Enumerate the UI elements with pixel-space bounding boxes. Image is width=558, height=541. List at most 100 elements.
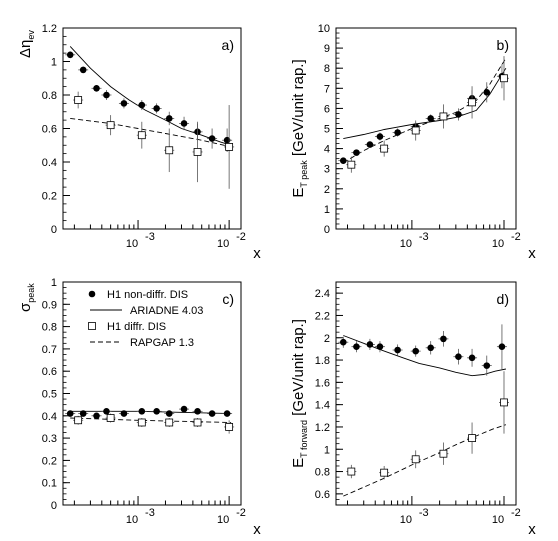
y-tick-label: 6 bbox=[324, 103, 330, 115]
y-tick-label: 0.6 bbox=[315, 489, 330, 501]
y-axis-label: Δηev bbox=[17, 30, 36, 58]
y-tick-label: 1.4 bbox=[315, 400, 330, 412]
diffr-point bbox=[137, 131, 146, 140]
non-diffr-point bbox=[120, 410, 128, 417]
x-tick-label: 10 bbox=[217, 514, 229, 526]
y-tick-label: 1.6 bbox=[315, 377, 330, 389]
panel-a: 0 0.2 0.4 0.6 0.8 1 1.2 10 -3 10 -2 x a) Δηev bbox=[17, 23, 261, 262]
non-diffr-point bbox=[153, 105, 160, 112]
non-diffr-point bbox=[93, 412, 100, 420]
panel-frame bbox=[62, 27, 242, 230]
legend-label: H1 non-diffr. DIS bbox=[107, 289, 188, 301]
y-tick-label: 1 bbox=[51, 277, 57, 289]
y-tick-label: 0 bbox=[324, 224, 330, 236]
y-tick-label: 0.6 bbox=[42, 366, 57, 378]
x-tick-exponent: -3 bbox=[419, 231, 429, 243]
ariadne-curve bbox=[70, 410, 232, 415]
y-axis-label-sub: ev bbox=[26, 30, 36, 40]
y-tick-label: 1.8 bbox=[315, 355, 330, 367]
panel-label: d) bbox=[497, 291, 509, 307]
y-axis-label-main: E bbox=[290, 458, 307, 468]
non-diffr-point bbox=[353, 343, 360, 350]
y-axis-label: σpeak bbox=[17, 283, 36, 312]
diffr-point bbox=[74, 416, 83, 425]
non-diffr-point bbox=[165, 410, 173, 417]
diffr-point bbox=[500, 74, 508, 83]
y-tick-label: 10 bbox=[318, 23, 330, 35]
diffr-point bbox=[165, 418, 174, 427]
y-axis-label: ET forward [GeV/unit rap.] bbox=[290, 319, 309, 468]
non-diffr-point bbox=[66, 51, 74, 59]
diffr-point bbox=[74, 96, 83, 104]
non-diffr-point bbox=[455, 353, 462, 361]
x-tick-label: 10 bbox=[126, 238, 138, 250]
legend-label: RAPGAP 1.3 bbox=[130, 337, 194, 349]
x-tick-exponent: -2 bbox=[236, 231, 246, 243]
non-diffr-point bbox=[180, 120, 188, 127]
y-tick-label: 0.4 bbox=[42, 157, 57, 169]
panel-label: c) bbox=[222, 291, 234, 307]
non-diffr-point bbox=[194, 408, 201, 415]
non-diffr-point bbox=[376, 343, 384, 350]
y-tick-label: 3 bbox=[324, 164, 330, 176]
x-tick-label: 10 bbox=[492, 238, 504, 250]
diffr-point bbox=[165, 146, 174, 155]
diffr-point bbox=[500, 398, 508, 407]
panel-frame bbox=[335, 281, 517, 506]
x-axis-label: x bbox=[528, 521, 536, 538]
non-diffr-point bbox=[394, 129, 401, 136]
non-diffr-point bbox=[66, 410, 74, 417]
non-diffr-point bbox=[79, 66, 87, 74]
diffr-point bbox=[106, 414, 115, 422]
non-diffr-point bbox=[103, 91, 110, 99]
non-diffr-point bbox=[468, 354, 476, 362]
non-diffr-point bbox=[483, 89, 491, 96]
rapgap-curve bbox=[343, 424, 507, 497]
non-diffr-point bbox=[138, 408, 146, 415]
non-diffr-point bbox=[440, 335, 447, 343]
y-tick-label: 0 bbox=[51, 500, 57, 512]
non-diffr-point bbox=[180, 405, 188, 413]
y-tick-label: 1 bbox=[324, 444, 330, 456]
x-axis-label: x bbox=[253, 245, 261, 262]
y-tick-label: 0 bbox=[51, 224, 57, 236]
diffr-point bbox=[380, 144, 389, 153]
y-tick-label: 9 bbox=[324, 43, 330, 55]
y-tick-label: 0.9 bbox=[42, 299, 57, 311]
ariadne-curve bbox=[343, 67, 507, 140]
diffr-point bbox=[468, 98, 476, 107]
diffr-point bbox=[347, 160, 356, 169]
diffr-point bbox=[380, 468, 389, 477]
y-tick-label: 2.2 bbox=[315, 310, 330, 322]
x-tick-label: 10 bbox=[126, 514, 138, 526]
non-diffr-point bbox=[455, 111, 462, 118]
y-tick-label: 0.4 bbox=[42, 411, 57, 423]
x-tick-exponent: -2 bbox=[511, 507, 521, 519]
rapgap-curve bbox=[70, 417, 232, 423]
legend-label: H1 diffr. DIS bbox=[107, 321, 166, 333]
y-tick-label: 0.3 bbox=[42, 433, 57, 445]
legend-marker bbox=[88, 322, 96, 330]
y-axis-label-main: E bbox=[290, 188, 307, 198]
non-diffr-point bbox=[427, 115, 434, 122]
non-diffr-point bbox=[153, 408, 160, 415]
x-tick-exponent: -2 bbox=[236, 507, 246, 519]
diffr-point bbox=[225, 423, 234, 431]
non-diffr-point bbox=[366, 341, 374, 348]
ariadne-curve bbox=[343, 335, 506, 377]
non-diffr-point bbox=[412, 347, 420, 355]
panel-b: 0 1 2 3 4 5 6 7 8 9 10 10 -3 10 -2 x b) ET peak [GeV/unit… bbox=[290, 23, 536, 262]
diffr-point bbox=[225, 143, 234, 151]
diffr-point bbox=[439, 449, 448, 458]
diffr-point bbox=[411, 455, 420, 464]
y-axis-label-units: [GeV/unit rap.] bbox=[290, 59, 307, 160]
x-axis-label: x bbox=[253, 521, 261, 538]
y-tick-label: 0.6 bbox=[42, 124, 57, 136]
diffr-point bbox=[411, 126, 420, 135]
y-tick-label: 0.5 bbox=[42, 389, 57, 401]
x-tick-exponent: -3 bbox=[145, 231, 155, 243]
legend: H1 non-diffr. DIS ARIADNE 4.03 H1 diffr. D… bbox=[88, 289, 203, 349]
x-tick-label: 10 bbox=[217, 238, 229, 250]
non-diffr-point bbox=[339, 338, 347, 346]
